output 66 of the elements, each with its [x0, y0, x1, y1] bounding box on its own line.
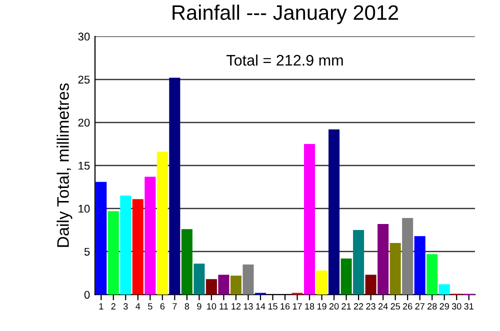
- x-tick-label: 28: [428, 303, 437, 310]
- x-tick-label: 19: [317, 303, 326, 310]
- bar: [316, 270, 328, 295]
- x-tick-label: 30: [452, 303, 462, 310]
- x-tick-label: 2: [111, 303, 116, 310]
- bar: [365, 274, 376, 295]
- y-tick-label: 5: [84, 248, 90, 256]
- y-axis-title: Daily Total, millimetres: [56, 83, 72, 247]
- y-tick-label: 25: [78, 76, 90, 84]
- x-tick-label: 27: [415, 303, 424, 310]
- bar: [156, 152, 168, 295]
- x-tick-label: 13: [244, 303, 253, 310]
- bar: [206, 279, 217, 295]
- bar: [242, 264, 254, 295]
- chart-title: Rainfall --- January 2012: [172, 4, 398, 24]
- x-tick-label: 16: [280, 303, 290, 310]
- x-tick-label: 8: [184, 303, 190, 310]
- annotation: Total = 212.9 mm: [226, 54, 343, 66]
- x-tick-label: 29: [440, 303, 449, 310]
- bar: [438, 284, 450, 295]
- bar: [390, 242, 401, 295]
- bar: [328, 129, 340, 295]
- x-tick-label: 26: [403, 303, 412, 310]
- x-tick-label: 1: [99, 303, 104, 310]
- y-tick-label: 15: [78, 162, 90, 170]
- x-tick-label: 20: [329, 303, 339, 310]
- bar: [230, 276, 242, 295]
- x-tick-label: 23: [366, 303, 376, 310]
- x-tick-label: 14: [256, 303, 266, 310]
- x-tick-label: 6: [160, 303, 165, 310]
- bar: [108, 211, 119, 295]
- y-tick-label: 10: [78, 204, 90, 213]
- bar: [353, 230, 364, 295]
- x-tick-label: 11: [220, 303, 228, 310]
- x-tick-label: 31: [464, 303, 474, 310]
- x-tick-label: 9: [197, 303, 202, 310]
- bar: [144, 176, 156, 295]
- x-tick-label: 5: [148, 303, 152, 310]
- y-tick-label: 0: [84, 290, 90, 299]
- bar: [304, 144, 316, 295]
- bar: [194, 264, 205, 295]
- bar: [181, 229, 192, 295]
- bar: [378, 224, 389, 295]
- x-tick-label: 24: [378, 303, 388, 310]
- x-tick-label: 3: [123, 303, 128, 310]
- bar: [340, 258, 352, 295]
- bar: [96, 182, 107, 295]
- bar: [218, 274, 230, 295]
- x-tick-label: 15: [268, 303, 278, 310]
- bar: [414, 236, 426, 295]
- x-tick-label: 18: [305, 303, 314, 310]
- x-tick-label: 21: [342, 303, 351, 310]
- x-tick-label: 10: [207, 303, 216, 310]
- x-tick-label: 22: [354, 303, 364, 310]
- bar: [132, 199, 144, 295]
- bar: [169, 78, 180, 295]
- x-tick-label: 7: [172, 303, 177, 310]
- x-tick-label: 25: [390, 303, 400, 310]
- bar: [120, 196, 132, 295]
- x-tick-label: 4: [136, 303, 140, 310]
- x-tick-label: 12: [232, 303, 241, 310]
- x-tick-label: 17: [292, 303, 302, 310]
- bar: [426, 254, 438, 295]
- y-tick-label: 20: [78, 118, 90, 127]
- y-tick-label: 30: [78, 32, 90, 41]
- bar: [402, 218, 414, 295]
